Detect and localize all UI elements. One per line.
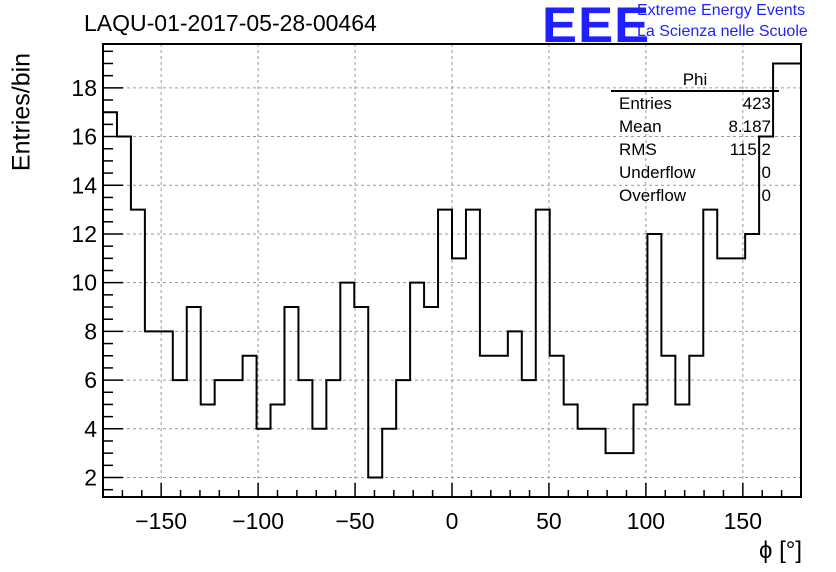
stats-name: Phi [611, 70, 779, 92]
histogram-bin [354, 307, 368, 497]
histogram-bin [368, 478, 382, 497]
histogram-bin [592, 429, 606, 497]
histogram-bin [382, 429, 396, 497]
histogram-bin [284, 307, 298, 497]
stats-box: Phi Entries 423 Mean 8.187 RMS 115.2 Und… [611, 70, 779, 207]
histogram-bin [173, 380, 187, 497]
histogram-bin [480, 356, 494, 497]
histogram-bin [717, 258, 731, 497]
histogram-bin [703, 210, 717, 497]
logo-line-2: La Scienza nelle Scuole [637, 23, 808, 40]
chart-title: LAQU-01-2017-05-28-00464 [84, 10, 377, 36]
histogram-bin [578, 429, 592, 497]
y-tick-label: 10 [71, 270, 97, 296]
histogram-bin [215, 380, 229, 497]
y-tick-label: 6 [84, 367, 97, 393]
stats-label: Mean [619, 117, 662, 136]
x-tick-label: −100 [232, 508, 284, 534]
stats-label: Entries [619, 94, 672, 113]
histogram-bin [131, 210, 145, 497]
stats-value: 0 [761, 163, 771, 182]
histogram-bin [187, 307, 201, 497]
eee-logo: EEE [542, 0, 651, 53]
histogram-bin [508, 331, 522, 497]
histogram-bin [340, 283, 354, 497]
histogram-bin [410, 283, 424, 497]
x-tick-label: 100 [627, 508, 665, 534]
histogram-bin [550, 356, 564, 497]
x-tick-label: −50 [336, 508, 375, 534]
stats-row-underflow: Underflow 0 [611, 161, 779, 184]
histogram-bin [675, 404, 689, 497]
histogram-bin [564, 404, 578, 497]
histogram-bin [731, 258, 745, 497]
histogram-bin [536, 210, 550, 497]
histogram-bin [424, 307, 438, 497]
y-tick-label: 14 [71, 172, 97, 198]
histogram-bin [103, 112, 117, 497]
logo-line-1: Extreme Energy Events [637, 2, 806, 19]
y-tick-label: 4 [84, 416, 97, 442]
x-tick-label: −150 [135, 508, 187, 534]
histogram-bin [298, 380, 312, 497]
x-tick-labels: −150 −100 −50 0 50 100 150 [135, 508, 762, 534]
stats-label: RMS [619, 140, 657, 159]
histogram-bin [494, 356, 508, 497]
x-axis-label: ϕ [°] [758, 537, 802, 564]
histogram-bin [452, 258, 466, 497]
stats-value: 8.187 [728, 117, 771, 136]
stats-value: 115.2 [729, 140, 771, 159]
y-tick-label: 18 [71, 75, 97, 101]
y-tick-label: 2 [84, 465, 97, 491]
x-tick-label: 50 [536, 508, 562, 534]
y-tick-label: 12 [71, 221, 97, 247]
y-tick-labels: 2 4 6 8 10 12 14 16 18 [71, 75, 97, 491]
stats-row-rms: RMS 115.2 [611, 138, 779, 161]
histogram-bin [396, 380, 410, 497]
histogram-bin [145, 331, 159, 497]
stats-label: Underflow [619, 163, 696, 182]
histogram-bin [522, 380, 536, 497]
histogram-bin [201, 404, 215, 497]
x-tick-label: 150 [724, 508, 762, 534]
histogram-bin [271, 404, 285, 497]
histogram-bin [438, 210, 452, 497]
histogram-bin [117, 137, 131, 497]
stats-row-mean: Mean 8.187 [611, 115, 779, 138]
y-tick-label: 8 [84, 318, 97, 344]
stats-row-overflow: Overflow 0 [611, 184, 779, 207]
stats-row-entries: Entries 423 [611, 92, 779, 115]
histogram-bin [661, 356, 675, 497]
stats-label: Overflow [619, 186, 687, 205]
histogram-bin [466, 210, 480, 497]
histogram-bin [312, 429, 326, 497]
stats-value: 0 [761, 186, 771, 205]
grid [103, 44, 801, 497]
histogram-bin [243, 356, 257, 497]
histogram-bin [745, 234, 759, 497]
y-tick-label: 16 [71, 124, 97, 150]
histogram-line [102, 62, 802, 497]
histogram-bin [326, 380, 340, 497]
histogram-bin [229, 380, 243, 497]
y-axis-label: Entries/bin [7, 52, 36, 172]
histogram-bin [787, 63, 801, 497]
stats-value: 423 [742, 94, 771, 113]
x-tick-label: 0 [446, 508, 459, 534]
axis-ticks [102, 50, 802, 497]
histogram-bin [689, 356, 703, 497]
histogram-bin [647, 234, 661, 497]
histogram-bin [159, 331, 173, 497]
